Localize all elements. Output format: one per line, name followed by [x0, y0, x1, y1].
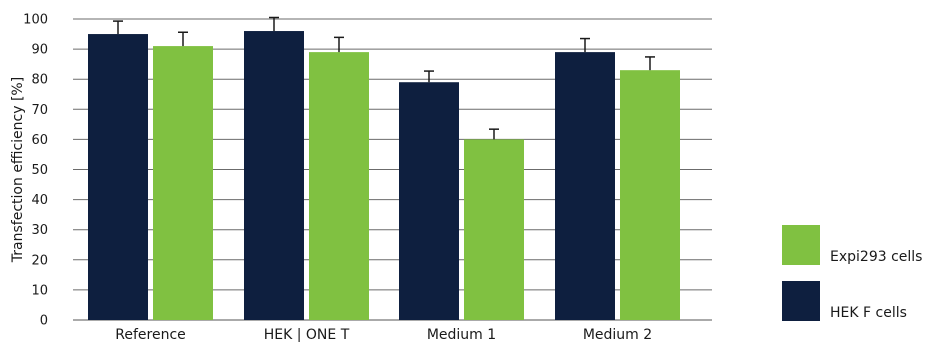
y-tick-label-80: 80 — [31, 73, 48, 88]
legend-label-1: HEK F cells — [830, 305, 907, 321]
legend: Expi293 cells HEK F cells — [782, 225, 922, 321]
legend-label-0: Expi293 cells — [830, 249, 922, 265]
bar-expi293-cells-2 — [464, 139, 524, 320]
x-category-label-2: Medium 1 — [427, 327, 496, 342]
y-tick-label-40: 40 — [31, 193, 48, 208]
y-tick-label-50: 50 — [31, 163, 48, 178]
y-tick-label-60: 60 — [31, 133, 48, 148]
bar-expi293-cells-0 — [153, 46, 213, 321]
bar-hek-f-cells-3 — [555, 52, 615, 321]
bar-hek-f-cells-0 — [88, 34, 148, 321]
y-axis-title: Transfection efficiency [%] — [10, 77, 26, 263]
legend-swatch-1 — [782, 281, 820, 321]
y-tick-label-30: 30 — [31, 223, 48, 238]
bars — [88, 31, 680, 321]
x-category-label-0: Reference — [115, 327, 186, 342]
y-tick-label-90: 90 — [31, 43, 48, 58]
y-tick-label-70: 70 — [31, 103, 48, 118]
x-category-label-1: HEK | ONE T — [264, 327, 350, 342]
x-category-label-3: Medium 2 — [583, 327, 652, 342]
error-bars — [113, 16, 655, 140]
bar-hek-f-cells-2 — [399, 82, 459, 321]
bar-expi293-cells-1 — [309, 52, 369, 321]
legend-swatch-0 — [782, 225, 820, 265]
bar-hek-f-cells-1 — [244, 31, 304, 320]
y-tick-label-0: 0 — [40, 314, 48, 329]
y-axis-ticks: 0 10 20 30 40 50 60 70 80 90 100 — [23, 13, 48, 329]
y-tick-label-100: 100 — [23, 13, 48, 28]
x-axis-categories: Reference HEK | ONE T Medium 1 Medium 2 — [115, 327, 652, 342]
y-tick-label-20: 20 — [31, 253, 48, 268]
y-tick-label-10: 10 — [31, 283, 48, 298]
bar-expi293-cells-3 — [620, 70, 680, 320]
